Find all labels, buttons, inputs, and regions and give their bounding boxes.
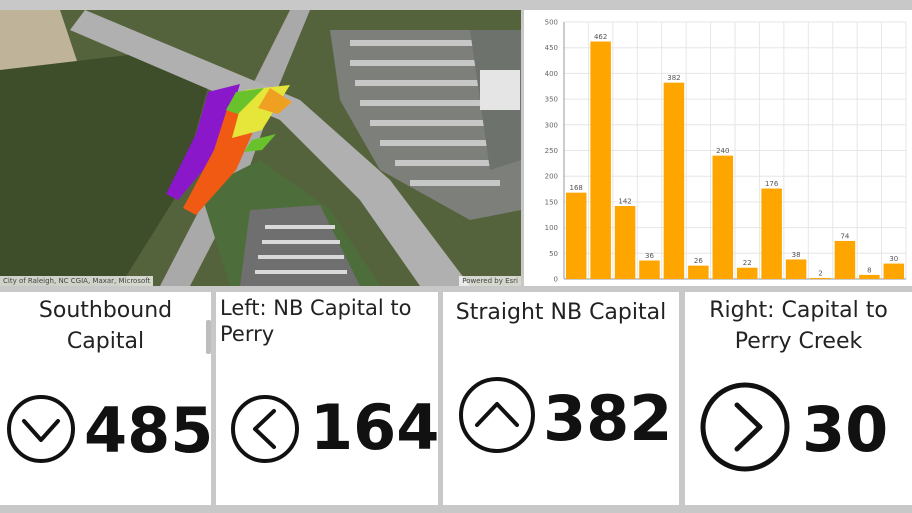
bar: [834, 240, 856, 279]
bar-value-label: 240: [716, 147, 729, 155]
card-title: Right: Capital to Perry Creek: [709, 298, 888, 354]
bar-chart: 0 50 100 150 200 250 300 350 400 450 500 168 462 142 3…: [545, 19, 907, 284]
chevron-right-icon: [700, 382, 790, 472]
bar: [688, 265, 709, 279]
bar: [761, 188, 782, 279]
card-southbound: Southbound Capital 485: [0, 292, 211, 505]
intersection-map[interactable]: City of Raleigh, NC CGIA, Maxar, Microso…: [0, 10, 521, 286]
bar: [859, 274, 880, 279]
bar-value-label: 36: [645, 252, 654, 260]
y-tick-label: 150: [545, 198, 558, 206]
y-tick-label: 300: [545, 121, 558, 129]
bar-value-label: 382: [667, 74, 680, 82]
card-value: 382: [543, 382, 673, 455]
bar-value-label: 74: [840, 232, 849, 240]
bar-value-label: 168: [570, 184, 583, 192]
bar-value-label: 30: [889, 255, 898, 263]
map-attribution: City of Raleigh, NC CGIA, Maxar, Microso…: [0, 276, 154, 286]
y-tick-label: 100: [545, 224, 558, 232]
y-tick-label: 250: [545, 147, 558, 155]
bar: [883, 263, 905, 279]
card-title: Straight NB Capital: [455, 300, 667, 325]
aerial-imagery: [0, 10, 521, 286]
bar: [810, 277, 831, 279]
bar-chart-panel: 0 50 100 150 200 250 300 350 400 450 500 168 462 142 3…: [524, 10, 912, 286]
bar: [639, 260, 660, 279]
bar-value-label: 26: [694, 257, 703, 265]
bar-value-label: 22: [743, 259, 752, 267]
card-value: 30: [802, 393, 889, 466]
bar: [614, 206, 636, 279]
card-title: Southbound Capital: [38, 298, 173, 354]
y-tick-label: 500: [545, 19, 558, 27]
bar-value-label: 38: [792, 251, 801, 259]
card-title: Left: NB Capital to Perry: [220, 296, 412, 346]
bar-value-label: 176: [765, 180, 779, 188]
card-scrollbar[interactable]: [206, 320, 211, 354]
esri-credit: Powered by Esri: [459, 276, 521, 286]
y-tick-label: 450: [545, 44, 558, 52]
chevron-up-icon: [459, 377, 535, 453]
y-tick-label: 50: [549, 250, 558, 258]
card-value: 485: [84, 394, 211, 467]
chevron-down-icon: [7, 395, 75, 463]
card-right-turn: Right: Capital to Perry Creek 30: [685, 292, 912, 505]
y-tick-label: 400: [545, 70, 558, 78]
bar-value-label: 142: [618, 198, 631, 206]
bar: [736, 267, 758, 279]
card-straight: Straight NB Capital 382: [443, 292, 679, 505]
bar: [565, 192, 587, 279]
card-left-turn: Left: NB Capital to Perry 164: [216, 292, 438, 505]
bar: [663, 82, 685, 279]
bar: [712, 155, 734, 279]
bar-value-label: 462: [594, 33, 607, 41]
bar-value-label: 8: [867, 266, 871, 274]
chevron-left-icon: [231, 395, 299, 463]
y-tick-label: 350: [545, 96, 558, 104]
card-value: 164: [310, 391, 438, 464]
bar: [590, 41, 611, 279]
bar-value-label: 2: [818, 269, 822, 277]
y-tick-label: 0: [554, 276, 558, 284]
y-tick-label: 200: [545, 173, 558, 181]
bar: [785, 259, 807, 279]
